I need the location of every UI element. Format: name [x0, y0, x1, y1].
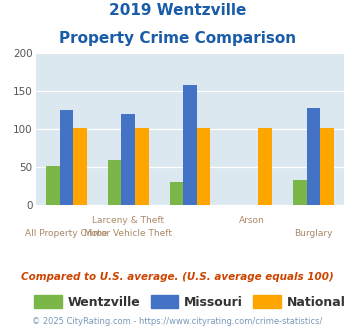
Bar [170, 182, 183, 205]
Text: Compared to U.S. average. (U.S. average equals 100): Compared to U.S. average. (U.S. average … [21, 272, 334, 282]
Bar [135, 128, 148, 205]
Text: Larceny & Theft: Larceny & Theft [92, 216, 164, 225]
Text: © 2025 CityRating.com - https://www.cityrating.com/crime-statistics/: © 2025 CityRating.com - https://www.city… [32, 317, 323, 326]
Bar [307, 108, 320, 205]
Text: 2019 Wentzville: 2019 Wentzville [109, 3, 246, 18]
Bar [293, 180, 307, 205]
Bar [60, 110, 73, 205]
Bar [108, 160, 121, 205]
Bar [197, 128, 210, 205]
Bar [46, 166, 60, 205]
Text: All Property Crime: All Property Crime [25, 229, 108, 238]
Text: Motor Vehicle Theft: Motor Vehicle Theft [84, 229, 172, 238]
Bar [320, 128, 334, 205]
Bar [73, 128, 87, 205]
Legend: Wentzville, Missouri, National: Wentzville, Missouri, National [29, 290, 351, 314]
Text: Burglary: Burglary [294, 229, 333, 238]
Text: Arson: Arson [239, 216, 264, 225]
Bar [258, 128, 272, 205]
Bar [121, 114, 135, 205]
Text: Property Crime Comparison: Property Crime Comparison [59, 31, 296, 46]
Bar [183, 85, 197, 205]
